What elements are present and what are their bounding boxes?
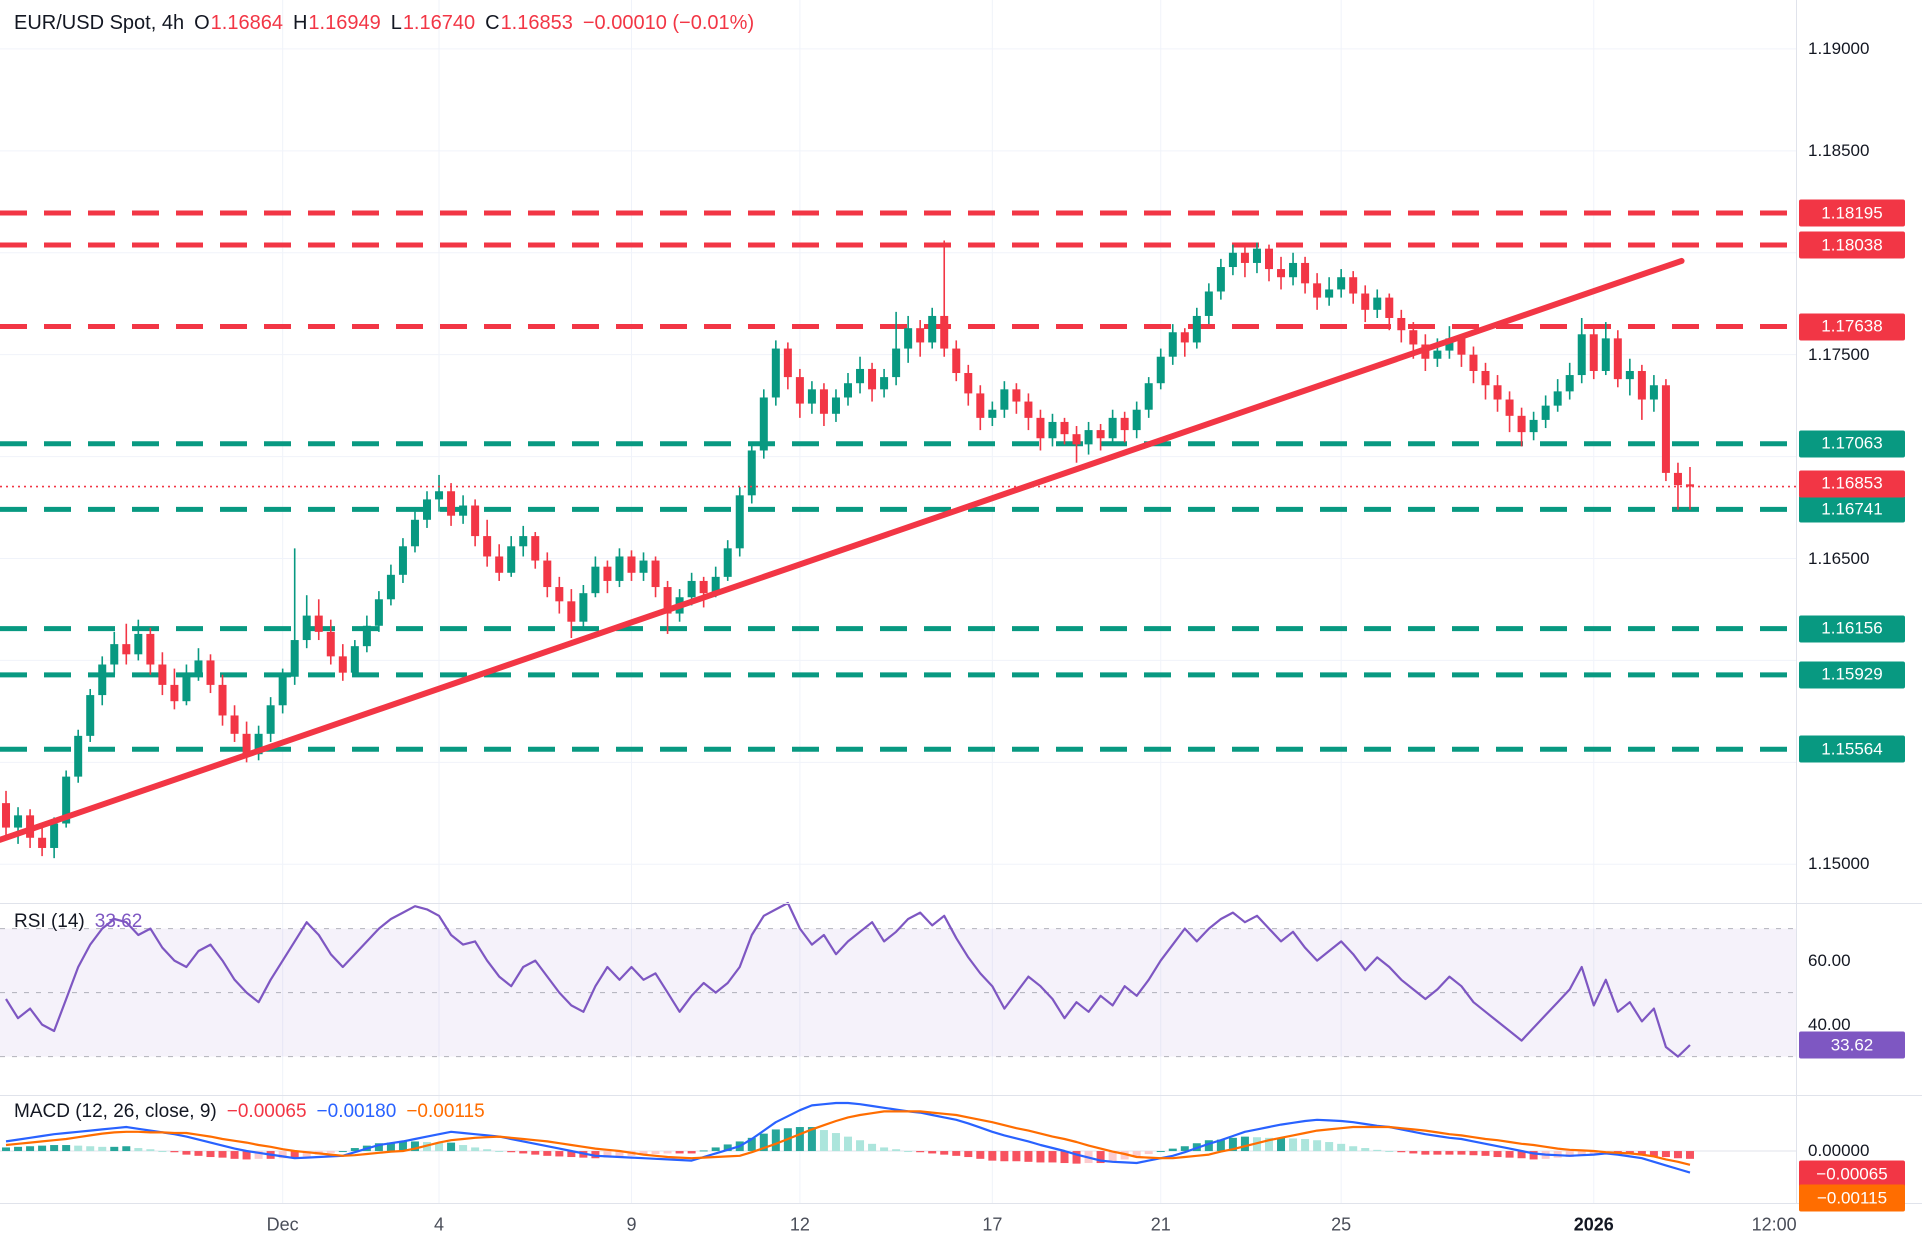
macd-line[interactable] — [5, 1101, 1691, 1174]
time-axis-label: 2026 — [1573, 1214, 1614, 1235]
low-value: 1.16740 — [402, 12, 476, 34]
time-axis-label: 12:00 — [1751, 1214, 1797, 1235]
high-label: H — [292, 12, 308, 34]
change-value: −0.00010 (−0.01%) — [582, 12, 755, 34]
macd-legend: MACD (12, 26, close, 9) −0.00065 −0.0018… — [14, 1101, 485, 1123]
time-axis-label: 21 — [1150, 1214, 1171, 1235]
macd-signal-line[interactable] — [5, 1110, 1691, 1166]
time-axis-label: 4 — [434, 1214, 445, 1235]
rsi-current-value: 33.62 — [94, 911, 143, 932]
time-axis-label: 9 — [626, 1214, 637, 1235]
macd-signal-value: −0.00115 — [406, 1101, 485, 1122]
pane-separator-main-rsi[interactable] — [0, 903, 1922, 904]
support-lines[interactable] — [0, 441, 1796, 752]
close-label: C — [485, 12, 500, 34]
macd-histogram[interactable] — [2, 1127, 1694, 1164]
symbol-title[interactable]: EUR/USD Spot, 4h — [14, 12, 185, 34]
trend-line[interactable] — [0, 257, 1685, 843]
ohlc-high: H 1.16949 — [293, 12, 381, 35]
ohlc-close: C 1.16853 — [485, 12, 573, 35]
main-chart-legend: EUR/USD Spot, 4h O 1.16864 H 1.16949 L 1.16… — [14, 12, 754, 35]
macd-hist-value: −0.00065 — [226, 1101, 307, 1122]
time-axis-separator — [0, 1203, 1922, 1204]
rsi-band — [0, 928, 1796, 1058]
ohlc-open: O 1.16864 — [194, 12, 283, 35]
time-axis-label: Dec — [266, 1214, 299, 1235]
time-axis-label: 25 — [1331, 1214, 1352, 1235]
candlestick-series[interactable] — [2, 240, 1694, 859]
time-axis[interactable]: Dec 4 9 12 17 21 25 2026 12:00 — [0, 1204, 1922, 1246]
open-value: 1.16864 — [210, 12, 283, 34]
time-axis-label: 12 — [789, 1214, 810, 1235]
resistance-lines[interactable] — [0, 210, 1796, 330]
price-axis-separator — [1796, 0, 1797, 1203]
macd-line-value: −0.00180 — [316, 1101, 397, 1122]
low-label: L — [390, 12, 402, 34]
time-axis-label: 17 — [982, 1214, 1003, 1235]
open-label: O — [194, 12, 210, 34]
macd-title[interactable]: MACD (12, 26, close, 9) — [14, 1101, 217, 1122]
pane-separator-rsi-macd[interactable] — [0, 1095, 1922, 1096]
rsi-line[interactable] — [5, 901, 1691, 1058]
close-value: 1.16853 — [500, 12, 573, 34]
high-value: 1.16949 — [308, 12, 381, 34]
rsi-legend: RSI (14) 33.62 — [14, 911, 142, 933]
ohlc-low: L 1.16740 — [391, 12, 475, 35]
rsi-title[interactable]: RSI (14) — [14, 911, 85, 932]
